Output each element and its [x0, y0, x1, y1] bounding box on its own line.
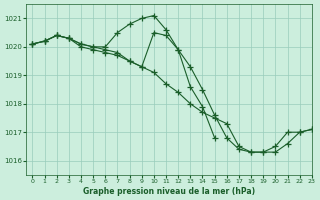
X-axis label: Graphe pression niveau de la mer (hPa): Graphe pression niveau de la mer (hPa) — [83, 187, 255, 196]
